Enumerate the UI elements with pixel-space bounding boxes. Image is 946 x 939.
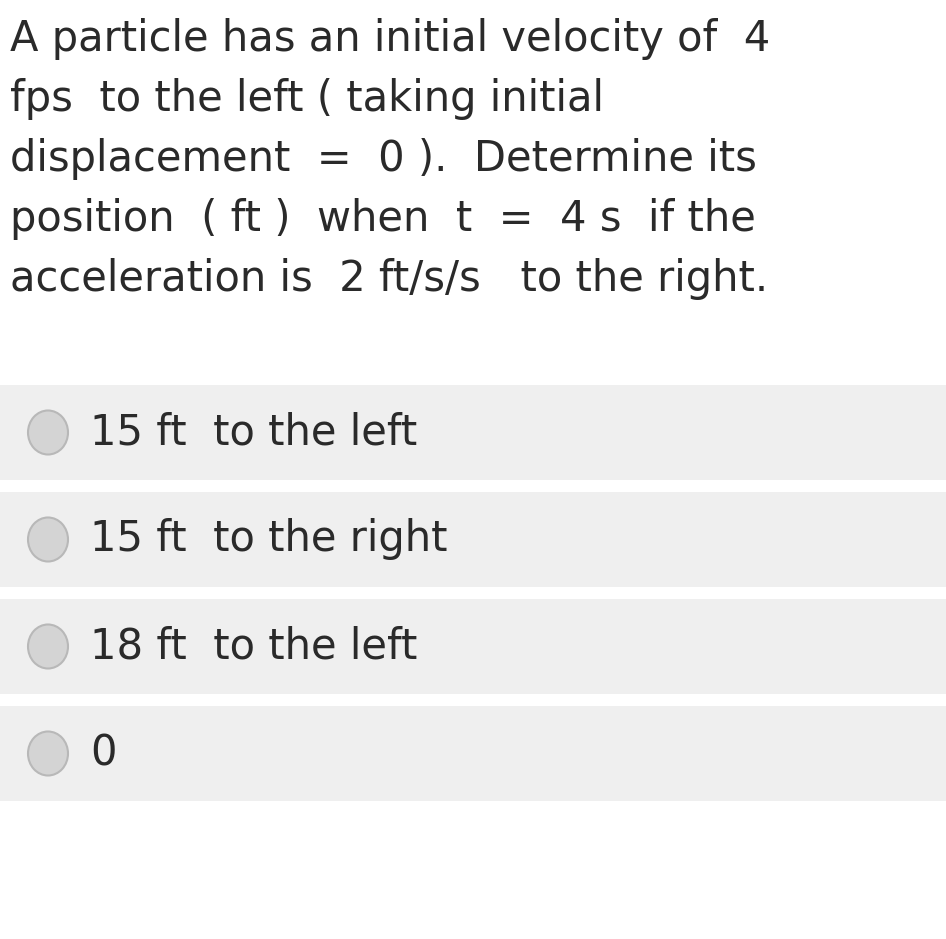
Text: position  ( ft )  when  t  =  4 s  if the: position ( ft ) when t = 4 s if the bbox=[10, 198, 756, 240]
Ellipse shape bbox=[28, 624, 68, 669]
Text: 15 ft  to the right: 15 ft to the right bbox=[90, 518, 447, 561]
Text: fps  to the left ( taking initial: fps to the left ( taking initial bbox=[10, 78, 604, 120]
Ellipse shape bbox=[28, 410, 68, 454]
Bar bbox=[0, 385, 946, 480]
Text: acceleration is  2 ft/s/s   to the right.: acceleration is 2 ft/s/s to the right. bbox=[10, 258, 768, 300]
Text: 0: 0 bbox=[90, 732, 116, 775]
Ellipse shape bbox=[28, 517, 68, 562]
Bar bbox=[0, 0, 946, 375]
Text: displacement  =  0 ).  Determine its: displacement = 0 ). Determine its bbox=[10, 138, 757, 180]
Text: 18 ft  to the left: 18 ft to the left bbox=[90, 625, 417, 668]
Text: 15 ft  to the left: 15 ft to the left bbox=[90, 411, 417, 454]
Text: A particle has an initial velocity of  4: A particle has an initial velocity of 4 bbox=[10, 18, 770, 60]
Bar bbox=[0, 706, 946, 801]
Bar bbox=[0, 599, 946, 694]
Bar bbox=[0, 492, 946, 587]
Ellipse shape bbox=[28, 731, 68, 776]
